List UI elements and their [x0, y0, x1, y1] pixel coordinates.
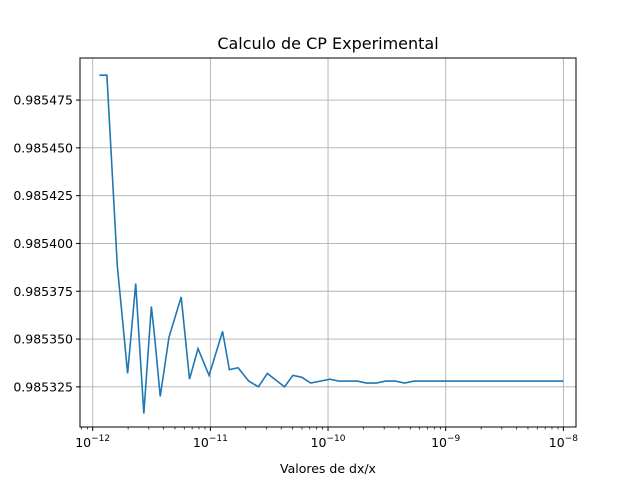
y-tick-label: 0.985375: [13, 284, 73, 299]
x-axis: 10−12 10−11 10−10 10−9 10−8: [75, 427, 578, 450]
y-tick-label: 0.985325: [13, 379, 73, 394]
y-axis: 0.985325 0.985350 0.985375 0.985400 0.985425…: [13, 93, 80, 394]
x-tick-label: 10−8: [549, 434, 578, 450]
y-tick-label: 0.985350: [13, 332, 73, 347]
x-axis-label: Valores de dx/x: [280, 461, 376, 476]
y-tick-label: 0.985400: [13, 236, 73, 251]
chart-title: Calculo de CP Experimental: [217, 34, 438, 53]
grid: [80, 58, 576, 427]
y-tick-label: 0.985475: [13, 93, 73, 108]
x-tick-label: 10−10: [311, 434, 346, 450]
x-tick-label: 10−12: [75, 434, 110, 450]
x-tick-label: 10−11: [193, 434, 228, 450]
y-tick-label: 0.985425: [13, 188, 73, 203]
series-line: [99, 74, 564, 414]
y-tick-label: 0.985450: [13, 140, 73, 155]
x-tick-label: 10−9: [431, 434, 460, 450]
